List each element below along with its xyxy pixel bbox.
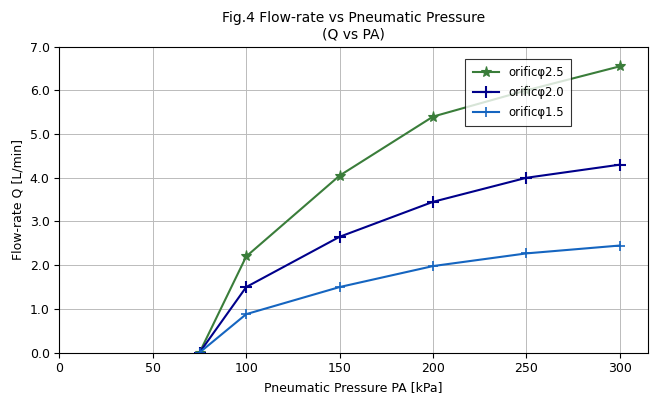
X-axis label: Pneumatic Pressure PA [kPa]: Pneumatic Pressure PA [kPa] bbox=[264, 381, 443, 394]
Title: Fig.4 Flow-rate vs Pneumatic Pressure
(Q vs PA): Fig.4 Flow-rate vs Pneumatic Pressure (Q… bbox=[222, 11, 485, 41]
orificφ2.0 bbox=[243, 285, 250, 290]
Y-axis label: Flow-rate Q [L/min]: Flow-rate Q [L/min] bbox=[11, 139, 24, 260]
orificφ2.5 bbox=[335, 173, 343, 178]
orificφ2.0 bbox=[429, 199, 437, 204]
orificφ1.5 bbox=[429, 264, 437, 269]
orificφ2.0 bbox=[196, 350, 204, 355]
orificφ2.5 bbox=[429, 114, 437, 119]
Line: orificφ2.5: orificφ2.5 bbox=[194, 61, 625, 358]
orificφ1.5 bbox=[616, 243, 624, 248]
orificφ2.5 bbox=[523, 88, 530, 93]
orificφ1.5 bbox=[335, 285, 343, 290]
orificφ2.5 bbox=[196, 350, 204, 355]
orificφ2.5 bbox=[243, 254, 250, 259]
Legend: orificφ2.5, orificφ2.0, orificφ1.5: orificφ2.5, orificφ2.0, orificφ1.5 bbox=[465, 59, 571, 126]
Line: orificφ1.5: orificφ1.5 bbox=[194, 241, 625, 358]
Line: orificφ2.0: orificφ2.0 bbox=[194, 159, 625, 358]
orificφ2.0 bbox=[335, 234, 343, 239]
orificφ2.0 bbox=[523, 175, 530, 180]
orificφ1.5 bbox=[243, 312, 250, 317]
orificφ1.5 bbox=[523, 251, 530, 256]
orificφ2.0 bbox=[616, 162, 624, 167]
orificφ2.5 bbox=[616, 64, 624, 69]
orificφ1.5 bbox=[196, 350, 204, 355]
